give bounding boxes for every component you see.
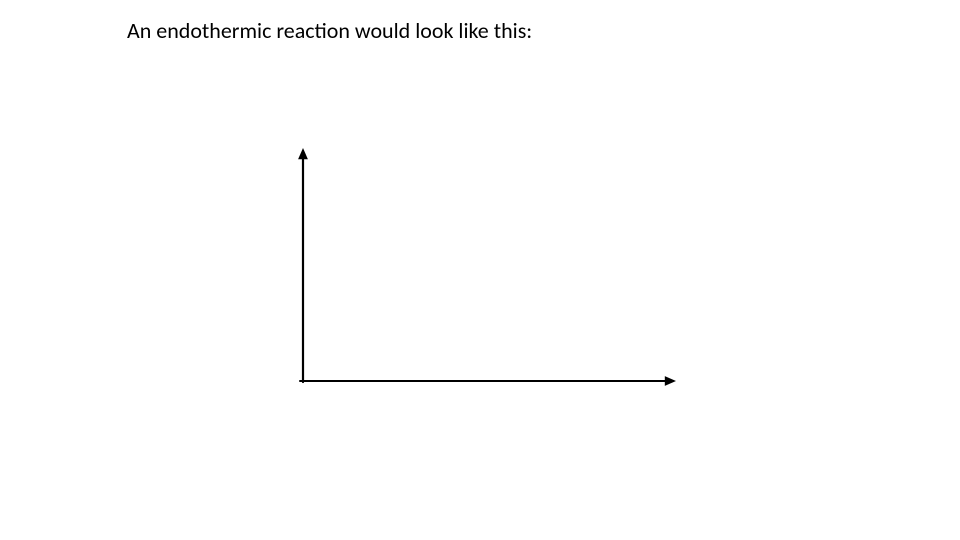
axes-diagram	[0, 0, 960, 540]
y-axis-arrow	[298, 148, 308, 159]
x-axis-arrow	[665, 376, 676, 386]
